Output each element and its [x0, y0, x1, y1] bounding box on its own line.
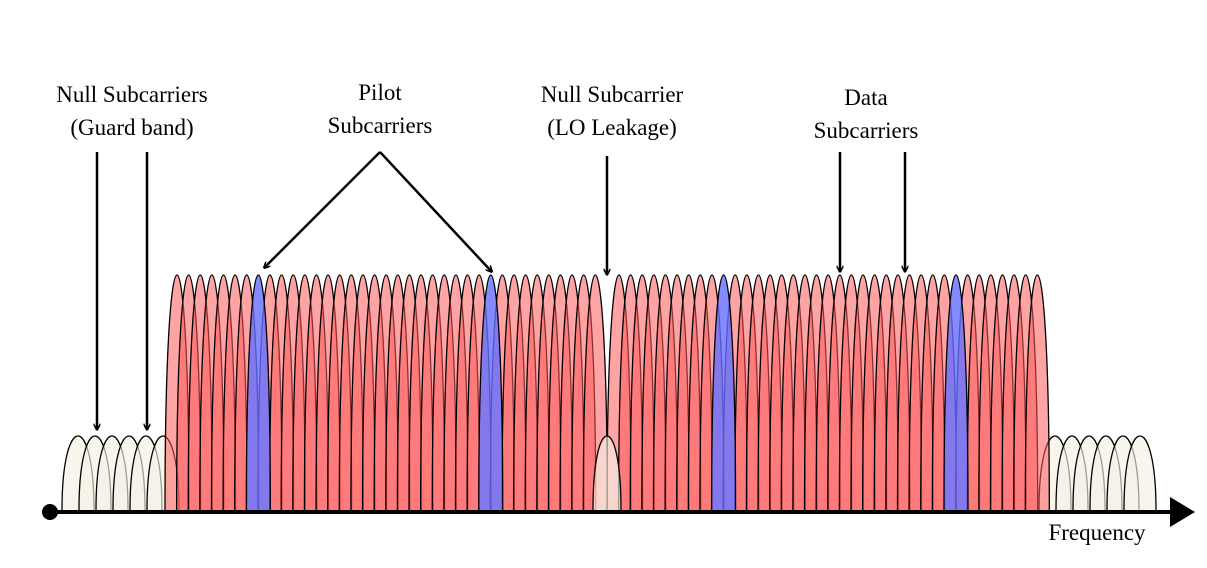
label: Null Subcarriers — [56, 82, 207, 107]
pilot-subcarrier — [245, 274, 271, 511]
axis-arrowhead — [1170, 497, 1195, 527]
label: (LO Leakage) — [547, 115, 677, 140]
label: Pilot — [358, 80, 402, 105]
arrow — [379, 151, 492, 272]
null-subcarrier — [1123, 435, 1157, 511]
pilot-subcarrier — [478, 274, 504, 511]
pilot-subcarrier — [943, 274, 969, 511]
lo-null-subcarrier — [592, 435, 622, 511]
label: Data — [844, 85, 887, 110]
subcarriers — [61, 274, 1157, 511]
arrow — [264, 151, 381, 268]
label: Subcarriers — [814, 118, 919, 143]
label: Null Subcarrier — [541, 82, 684, 107]
arrows — [97, 151, 905, 430]
pilot-subcarrier — [710, 274, 737, 511]
data-subcarrier — [1024, 274, 1050, 511]
label: Subcarriers — [328, 113, 433, 138]
axis-label: Frequency — [1048, 520, 1146, 545]
axis-origin — [42, 504, 58, 520]
label: (Guard band) — [70, 115, 193, 140]
